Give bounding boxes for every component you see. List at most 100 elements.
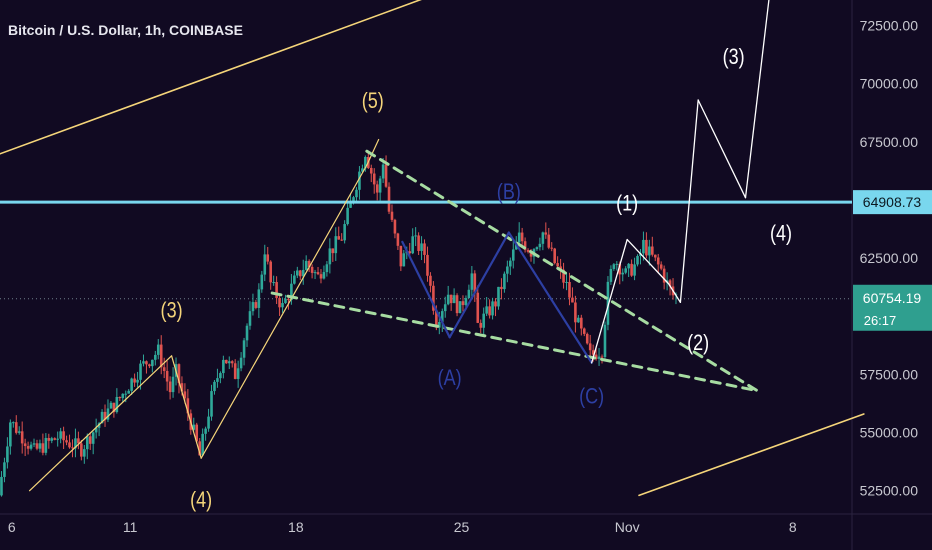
- candle-body: [207, 416, 210, 429]
- candle-body: [464, 298, 468, 306]
- candle-body: [88, 436, 92, 444]
- candle-body: [290, 283, 293, 301]
- x-tick-label: 6: [8, 519, 16, 535]
- candle-body: [503, 273, 506, 290]
- candle-body: [192, 424, 196, 430]
- drawings: [0, 0, 865, 497]
- impulse-wave-line: [28, 355, 173, 492]
- candle-body: [571, 297, 574, 303]
- candle-body: [378, 178, 382, 193]
- wedge-line: [365, 149, 759, 393]
- candle-body: [198, 441, 201, 456]
- wave-label: (4): [770, 222, 792, 246]
- last-price-badge: [853, 284, 932, 331]
- projection-line: [626, 238, 670, 285]
- candle-body: [417, 235, 420, 251]
- candle-body: [355, 189, 358, 198]
- candle-body: [435, 310, 438, 328]
- candle-body: [500, 286, 503, 290]
- candle-body: [612, 264, 616, 269]
- candle-body: [414, 235, 417, 237]
- candle-body: [621, 272, 625, 275]
- candle-body: [210, 391, 213, 417]
- y-tick-label: 57500.00: [860, 366, 919, 382]
- candle-body: [222, 359, 225, 374]
- candle-body: [331, 248, 335, 254]
- candle-body: [396, 233, 400, 246]
- x-tick-label: 25: [454, 519, 470, 535]
- candle-body: [659, 264, 663, 269]
- candle-body: [233, 363, 237, 379]
- candle-body: [588, 343, 592, 351]
- candle-body: [186, 398, 190, 414]
- candle-body: [467, 289, 471, 299]
- candle-body: [375, 184, 379, 193]
- x-tick-label: 8: [789, 519, 797, 535]
- candle-body: [402, 253, 406, 267]
- candle-body: [656, 257, 660, 265]
- candle-body: [319, 274, 323, 279]
- candle-body: [429, 275, 432, 286]
- candle-body: [307, 260, 311, 267]
- candle-body: [470, 273, 474, 290]
- candle-body: [145, 361, 148, 365]
- candle-body: [461, 301, 465, 306]
- candle-body: [600, 356, 604, 358]
- candle-body: [642, 239, 645, 254]
- projection-line: [744, 0, 770, 199]
- candle-body: [603, 324, 607, 357]
- candle-body: [47, 437, 51, 441]
- candle-body: [597, 356, 601, 359]
- wave-label: (B): [497, 180, 521, 204]
- last-price-label: 60754.19: [863, 290, 922, 306]
- candle-body: [473, 273, 477, 293]
- candle-body: [556, 263, 559, 267]
- candle-body: [509, 260, 512, 267]
- candle-body: [103, 411, 107, 420]
- candle-body: [124, 393, 128, 395]
- candle-body: [301, 269, 305, 277]
- candle-body: [35, 443, 39, 449]
- candle-body: [171, 376, 175, 393]
- candle-body: [298, 270, 302, 277]
- candle-body: [162, 367, 166, 371]
- candle-body: [488, 306, 491, 316]
- candle-body: [44, 437, 48, 453]
- candle-body: [325, 264, 329, 273]
- wave-label: (C): [579, 385, 604, 409]
- candle-body: [538, 243, 542, 248]
- candle-body: [343, 224, 346, 241]
- candle-body: [523, 241, 527, 250]
- candle-body: [582, 328, 586, 334]
- candle-body: [80, 443, 83, 457]
- candle-body: [485, 306, 488, 314]
- candle-body: [497, 286, 500, 307]
- candle-body: [236, 368, 240, 379]
- candle-body: [204, 428, 207, 434]
- candle-body: [136, 379, 139, 383]
- wave-label: (2): [687, 331, 709, 355]
- candle-body: [133, 378, 136, 383]
- candle-body: [591, 350, 595, 355]
- candle-body: [230, 361, 234, 364]
- candle-body: [165, 370, 169, 382]
- wave-label: (1): [616, 192, 638, 216]
- candle-body: [520, 232, 524, 242]
- candle-body: [506, 266, 509, 274]
- candle-body: [177, 364, 181, 384]
- projection-line: [667, 283, 682, 304]
- candle-body: [29, 444, 33, 449]
- candle-body: [68, 442, 71, 448]
- candle-body: [313, 272, 317, 274]
- candle-body: [156, 344, 160, 355]
- candle-body: [266, 254, 270, 262]
- candle-body: [20, 431, 24, 444]
- candle-body: [260, 274, 264, 290]
- candle-body: [14, 422, 18, 433]
- candle-body: [550, 247, 554, 249]
- candle-body: [71, 447, 74, 449]
- candle-body: [372, 173, 376, 185]
- candle-body: [358, 171, 361, 190]
